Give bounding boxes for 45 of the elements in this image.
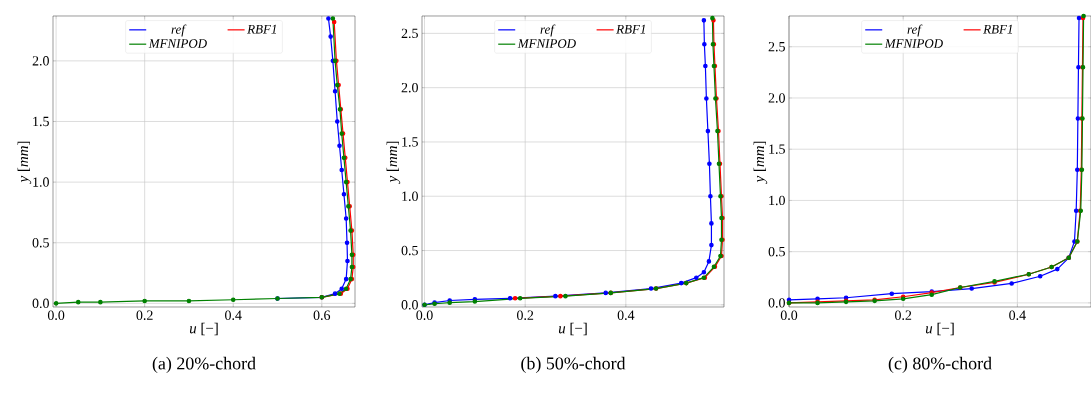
legend-label: MFNIPOD	[148, 39, 207, 48]
x-axis-title: u [−]	[925, 322, 954, 336]
legend-label: MFNIPOD	[884, 39, 943, 48]
y-axis-title: y [mm]	[386, 141, 401, 184]
y-tick-label: 2.0	[768, 93, 785, 103]
x-tick-label: 0.0	[780, 310, 798, 320]
y-tick-label: 1.5	[769, 144, 785, 154]
y-tick-label: 2.5	[768, 42, 785, 52]
x-tick-label: 0.4	[1009, 310, 1026, 320]
legend-label: ref	[907, 24, 923, 37]
text: (b) 50%-chord	[521, 356, 626, 374]
y-tick-label: 1.0	[33, 177, 49, 187]
y-tick-label: 1.0	[769, 195, 785, 206]
legend-label: MFNIPOD	[517, 39, 576, 48]
x-tick-label: 0.0	[47, 310, 65, 320]
x-axis-title: u [−]	[558, 322, 587, 336]
y-tick-label: 1.0	[402, 191, 418, 201]
x-tick-label: 0.0	[416, 310, 433, 320]
y-tick-label: 1.5	[33, 116, 49, 127]
legend-label: RBF1	[247, 24, 277, 34]
x-axis-title: u [−]	[189, 322, 218, 336]
y-tick-label: 0.0	[768, 298, 785, 308]
x-tick-label: 0.4	[617, 310, 635, 320]
x-tick-label: 0.2	[895, 310, 912, 320]
y-tick-label: 0.0	[401, 300, 418, 310]
y-tick-label: 2.0	[32, 56, 49, 66]
x-tick-label: 0.6	[313, 310, 331, 320]
x-tick-label: 0.2	[136, 310, 153, 320]
legend-label: RBF1	[983, 24, 1013, 34]
legend-label: ref	[540, 24, 556, 37]
x-tick-label: 0.4	[225, 310, 242, 320]
y-tick-label: 0.0	[32, 298, 49, 309]
y-tick-label: 0.5	[32, 237, 49, 248]
y-tick-label: 2.5	[401, 28, 418, 39]
x-tick-label: 0.2	[517, 310, 534, 320]
y-axis-title: y [mm]	[753, 141, 768, 184]
legend-label: ref	[171, 24, 187, 37]
y-tick-label: 1.5	[402, 137, 418, 147]
y-tick-label: 0.5	[401, 245, 418, 256]
y-tick-label: 0.5	[768, 246, 785, 257]
legend-label: RBF1	[616, 24, 646, 34]
text: (c) 80%-chord	[888, 356, 992, 374]
text: (a) 20%-chord	[152, 356, 256, 374]
y-tick-label: 2.0	[401, 82, 418, 93]
y-axis-title: y [mm]	[17, 141, 32, 184]
